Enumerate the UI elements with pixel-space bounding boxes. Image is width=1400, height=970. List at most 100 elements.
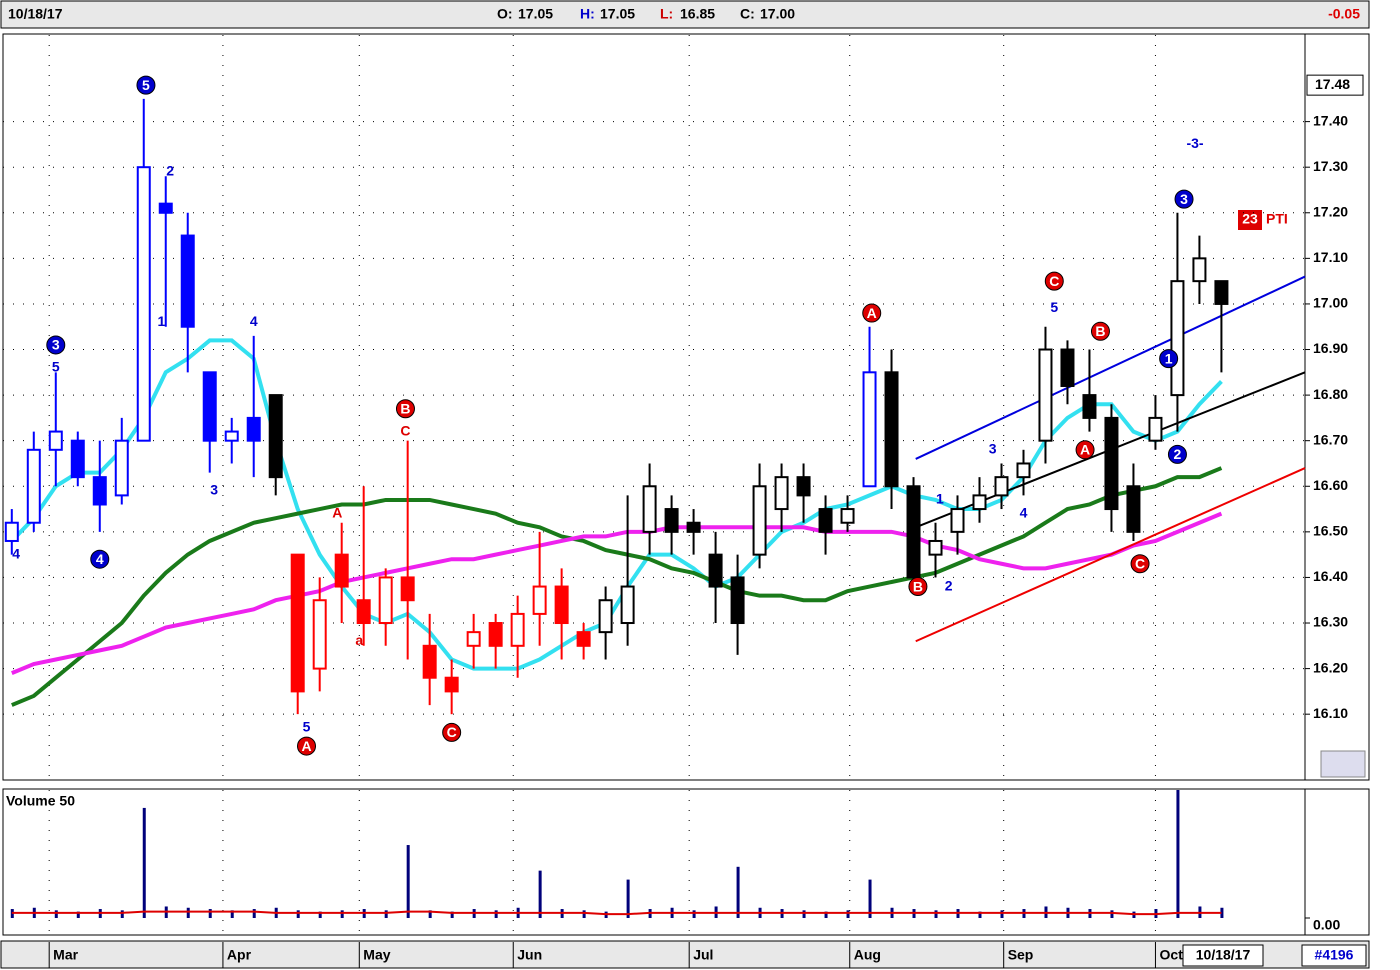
y-tick-label: 16.40 (1313, 568, 1348, 584)
x-tick-label: Apr (227, 947, 252, 963)
wave-marker (46, 335, 66, 355)
candle-body (554, 585, 569, 625)
candle-body (312, 599, 327, 670)
candle-body (994, 476, 1009, 497)
x-tick-label: Jul (693, 947, 713, 963)
wave-label: 3 (210, 482, 218, 498)
wave-marker (1167, 444, 1187, 464)
wave-label: 3 (52, 337, 60, 353)
x-tick-label: Jun (517, 947, 542, 963)
volume-bar (934, 910, 938, 918)
wave-label: a (355, 632, 363, 648)
wave-label: B (1095, 323, 1105, 339)
candle-body (180, 234, 195, 328)
candle-body (1060, 348, 1075, 387)
volume-bar (846, 910, 850, 918)
wave-label: 2 (945, 577, 953, 593)
volume-bar (626, 879, 630, 918)
candle-body (268, 394, 283, 479)
wave-label: A (1080, 442, 1090, 458)
candle-body (488, 622, 503, 647)
wave-marker (136, 75, 156, 95)
y-tick-label: 16.60 (1313, 477, 1348, 493)
candle-body (1192, 257, 1207, 283)
y-tick-label: 16.70 (1313, 431, 1348, 447)
candle-body (1214, 280, 1229, 305)
wave-label: 1 (936, 491, 944, 507)
volume-bar (582, 910, 586, 918)
wave-label: 2 (166, 162, 174, 178)
candle-body (400, 576, 415, 602)
x-tick-label: May (363, 947, 390, 963)
y-tick-label: 17.30 (1313, 158, 1348, 174)
candle-body (224, 430, 239, 442)
wave-label: 2 (1174, 446, 1182, 462)
volume-bar (428, 910, 432, 918)
volume-bar (494, 910, 498, 918)
id-box (1301, 944, 1367, 967)
y-tick-label: 16.30 (1313, 614, 1348, 630)
volume-bar (802, 910, 806, 918)
wave-label: 4 (96, 551, 104, 567)
candle-body (444, 676, 459, 693)
wave-label: B (400, 400, 410, 416)
wave-label: A (867, 305, 877, 321)
candle-body (576, 631, 591, 647)
header-date: 10/18/17 (8, 6, 63, 22)
volume-bar (692, 910, 696, 918)
candle-body (796, 476, 811, 497)
wave-marker (395, 399, 415, 419)
moving-average (10, 338, 1223, 671)
wave-marker (862, 303, 882, 323)
candle-body (356, 599, 371, 625)
candle-body (1016, 462, 1031, 479)
high-value: 17.05 (600, 6, 635, 22)
volume-average (11, 910, 1222, 916)
price-marker-label: 17.48 (1315, 76, 1350, 92)
candle-body (840, 508, 855, 524)
candle-body (686, 521, 701, 533)
volume-pane (2, 788, 1370, 936)
candle-body (1038, 348, 1053, 442)
candle-body (928, 539, 943, 556)
candle-body (532, 585, 547, 615)
price-pane (2, 33, 1370, 781)
volume-tick-label: 0.00 (1313, 917, 1340, 933)
wave-marker (1044, 271, 1064, 291)
footer-date: 10/18/17 (1196, 947, 1251, 963)
close-label: C: (740, 6, 755, 22)
candle-body (818, 508, 833, 533)
volume-bar (736, 866, 740, 918)
volume-bar (54, 910, 58, 918)
wave-label: 1 (1165, 350, 1173, 366)
candle-body (70, 439, 85, 479)
footer-id: #4196 (1315, 947, 1354, 963)
candle-body (598, 599, 613, 634)
wave-marker (1090, 321, 1110, 341)
candle-body (92, 476, 107, 506)
candle-body (972, 494, 987, 511)
toolbar-icon[interactable] (1320, 750, 1366, 778)
wave-label: 5 (303, 719, 311, 735)
wave-label: B (913, 578, 923, 594)
candle-body (422, 644, 437, 679)
y-tick-label: 16.80 (1313, 386, 1348, 402)
volume-bar (120, 910, 124, 918)
y-tick-label: 17.10 (1313, 249, 1348, 265)
header-bar (0, 0, 1370, 29)
candle-body (378, 576, 393, 625)
wave-marker (1130, 554, 1150, 574)
wave-label: C (447, 724, 457, 740)
candle-body (334, 553, 349, 588)
moving-average (11, 466, 1223, 707)
wave-marker (1159, 349, 1179, 369)
wave-label: 4 (12, 545, 20, 561)
volume-bar (384, 910, 388, 918)
close-value: 17.00 (760, 6, 795, 22)
y-tick-label: 16.50 (1313, 523, 1348, 539)
candle-body (26, 448, 41, 524)
x-tick-label: Oct (1159, 947, 1183, 963)
y-tick-label: 17.00 (1313, 295, 1348, 311)
volume-bar (1110, 910, 1114, 918)
change-value: -0.05 (1328, 6, 1360, 22)
